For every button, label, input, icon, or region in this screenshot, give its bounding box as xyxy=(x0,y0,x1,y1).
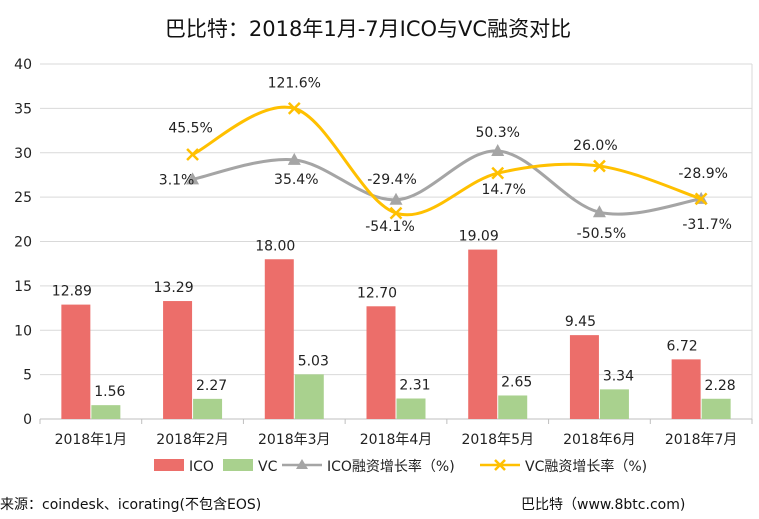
y-tick-label: 15 xyxy=(14,279,32,295)
legend-label-ico-growth: ICO融资增长率（%) xyxy=(327,458,455,475)
bar-label-ico: 13.29 xyxy=(154,280,194,296)
bar-label-ico: 9.45 xyxy=(565,314,596,330)
x-axis-ticks: 2018年1月 2018年2月 2018年3月 2018年4月 2018年5月 2018年… xyxy=(39,419,753,448)
marker-vc-growth-stroke xyxy=(186,148,199,161)
marker-vc-growth-stroke xyxy=(491,166,505,180)
y-tick-label: 10 xyxy=(14,323,32,339)
line-label-ico-growth: -50.5% xyxy=(577,226,627,242)
y-axis-ticks: 0 5 10 15 20 25 30 35 40 xyxy=(14,57,32,428)
credit-note: 巴比特（www.8btc.com) xyxy=(521,497,685,513)
bar-label-ico: 12.89 xyxy=(52,284,92,300)
bar-series xyxy=(61,249,731,419)
line-label-vc-growth: 14.7% xyxy=(481,182,525,198)
source-note: 来源：coindesk、icorating(不包含EOS) xyxy=(0,497,261,513)
bar-ico xyxy=(366,306,396,419)
legend-swatch-ico xyxy=(154,459,184,471)
chart-title: 巴比特：2018年1月-7月ICO与VC融资对比 xyxy=(165,17,571,41)
line-label-vc-growth: 45.5% xyxy=(168,121,212,137)
legend: ICO VC ICO融资增长率（%) VC融资增长率（%) xyxy=(154,458,647,475)
marker-ico-growth xyxy=(491,143,505,156)
marker-vc-growth-stroke xyxy=(694,192,708,206)
x-tick-label: 2018年1月 xyxy=(55,432,128,448)
marker-ico-growth xyxy=(389,192,403,205)
x-tick-label: 2018年7月 xyxy=(665,432,738,448)
bar-ico xyxy=(163,301,193,419)
marker-ico-growth xyxy=(186,172,200,185)
marker-ico-growth xyxy=(592,205,606,218)
line-label-vc-growth: -28.9% xyxy=(678,166,728,182)
line-label-ico-growth: 50.3% xyxy=(475,125,519,141)
line-label-vc-growth: 121.6% xyxy=(268,75,321,91)
legend-swatch-vc xyxy=(223,459,253,471)
legend-label-vc: VC xyxy=(258,459,278,475)
legend-marker-vc-growth xyxy=(494,459,506,471)
line-label-ico-growth: -31.7% xyxy=(682,217,732,233)
legend-label-ico: ICO xyxy=(189,459,214,475)
bar-ico xyxy=(468,249,498,419)
line-label-vc-growth: 26.0% xyxy=(573,138,617,154)
bar-label-vc: 1.56 xyxy=(94,384,125,400)
bar-vc xyxy=(599,389,629,419)
bar-label-vc: 2.31 xyxy=(399,377,430,393)
bar-label-vc: 2.28 xyxy=(705,378,736,394)
marker-vc-growth xyxy=(287,101,301,115)
bar-label-ico: 19.09 xyxy=(459,229,499,245)
bar-ico xyxy=(264,259,294,419)
marker-vc-growth xyxy=(389,206,403,220)
bar-label-vc: 2.27 xyxy=(196,378,227,394)
x-tick-label: 2018年3月 xyxy=(258,432,331,448)
marker-vc-growth xyxy=(186,148,199,161)
y-tick-label: 25 xyxy=(14,190,32,206)
x-tick-label: 2018年2月 xyxy=(156,432,229,448)
y-tick-label: 0 xyxy=(23,412,32,428)
line-label-ico-growth: 3.1% xyxy=(159,172,195,188)
bar-ico xyxy=(671,359,701,419)
marker-ico-growth xyxy=(287,152,301,165)
line-label-ico-growth: 35.4% xyxy=(274,172,318,188)
y-tick-label: 40 xyxy=(14,57,32,73)
data-labels: 12.89 13.29 18.00 12.70 19.09 9.45 6.72 1.56 2.2… xyxy=(52,75,736,400)
legend-marker-ico-growth xyxy=(296,459,308,469)
x-tick-label: 2018年5月 xyxy=(461,432,534,448)
line-ico-growth xyxy=(192,149,702,216)
bar-ico xyxy=(569,335,599,419)
bar-label-vc: 5.03 xyxy=(298,353,329,369)
x-tick-label: 2018年4月 xyxy=(360,432,433,448)
bar-vc xyxy=(294,374,324,419)
marker-vc-growth-stroke xyxy=(287,101,301,115)
bar-vc xyxy=(498,395,528,419)
marker-vc-growth xyxy=(593,159,606,173)
bar-label-ico: 6.72 xyxy=(667,338,698,354)
x-tick-label: 2018年6月 xyxy=(563,432,636,448)
line-label-ico-growth: -29.4% xyxy=(367,172,417,188)
marker-vc-growth-stroke xyxy=(593,159,606,173)
legend-label-vc-growth: VC融资增长率（%) xyxy=(525,458,647,475)
y-tick-label: 5 xyxy=(23,368,32,384)
marker-vc-growth-stroke xyxy=(389,206,403,220)
marker-vc-growth xyxy=(491,166,505,180)
bar-label-ico: 12.70 xyxy=(357,285,397,301)
bar-label-ico: 18.00 xyxy=(255,238,295,254)
y-tick-label: 30 xyxy=(14,146,32,162)
line-vc-growth xyxy=(191,105,702,217)
marker-vc-growth xyxy=(694,192,708,206)
line-series xyxy=(186,101,708,220)
bar-vc xyxy=(91,405,121,419)
line-label-vc-growth: -54.1% xyxy=(365,219,415,235)
bar-label-vc: 3.34 xyxy=(603,368,634,384)
gridlines xyxy=(40,63,753,420)
bar-vc xyxy=(396,398,426,419)
bar-ico xyxy=(61,304,91,419)
bar-vc xyxy=(193,398,223,419)
y-tick-label: 20 xyxy=(14,235,32,251)
bar-vc xyxy=(701,398,731,419)
bar-label-vc: 2.65 xyxy=(501,374,532,390)
y-tick-label: 35 xyxy=(14,101,32,117)
